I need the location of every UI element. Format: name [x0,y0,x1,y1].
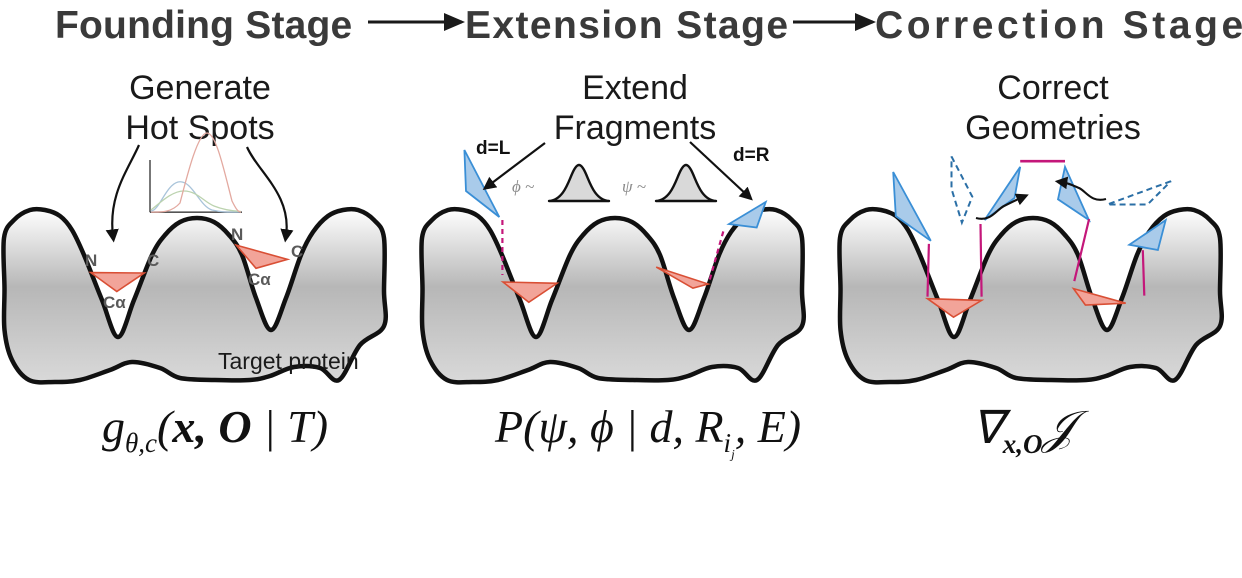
svg-text:C: C [147,251,159,270]
svg-text:ϕ ~: ϕ ~ [512,177,534,196]
svg-text:ψ ~: ψ ~ [622,177,646,196]
svg-text:Cα: Cα [248,270,271,289]
svg-text:d=R: d=R [733,145,770,166]
svg-text:N: N [85,251,97,270]
svg-text:Target protein: Target protein [218,348,359,374]
svg-text:d=L: d=L [476,138,511,159]
svg-text:N: N [231,225,243,244]
svg-text:C: C [291,242,303,261]
svg-text:Cα: Cα [103,293,126,312]
